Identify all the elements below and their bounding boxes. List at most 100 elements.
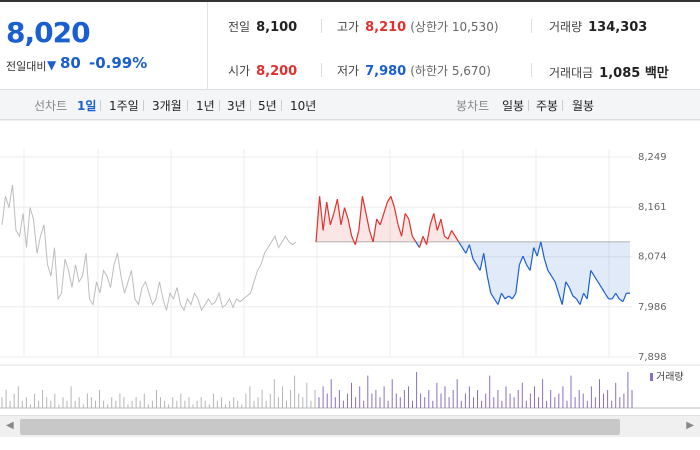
down-arrow-icon: ▼ — [47, 58, 57, 72]
y-axis: 8,249 8,161 8,074 7,986 7,898 — [638, 152, 667, 363]
chart-grid — [0, 120, 700, 409]
tab-1day[interactable]: 1일 — [77, 99, 97, 113]
price-segment — [611, 292, 617, 300]
stat-amount: 거래대금 1,085 백만 — [549, 62, 669, 81]
price-segment — [600, 287, 606, 294]
period-tabs: 선차트 1일 1주일 3개월 1년 3년 5년 10년 봉차트 일봉 주봉 월봉 — [0, 90, 700, 120]
price-segment — [583, 292, 588, 300]
price-segment — [315, 196, 321, 242]
price-segment — [493, 298, 499, 305]
price-segment — [433, 213, 438, 231]
change-label: 전일대비 — [6, 60, 47, 73]
y-tick-label: 7,986 — [638, 302, 667, 313]
price-segment — [590, 270, 595, 277]
price-segment — [461, 247, 467, 254]
today-series — [315, 195, 630, 305]
price-segment — [458, 241, 463, 248]
price-segment — [422, 235, 428, 245]
chart-scrollbar[interactable]: ◀ ▶ — [0, 415, 700, 437]
price-segment — [379, 213, 385, 225]
stat-value: 8,210 — [365, 20, 407, 35]
price-segment — [550, 275, 556, 283]
price-segment — [518, 255, 524, 265]
price-segment — [397, 224, 403, 237]
price-segment — [579, 293, 585, 305]
tab-10year[interactable]: 10년 — [290, 99, 317, 113]
price-segment — [408, 218, 413, 237]
price-segment — [343, 207, 349, 220]
price-segment — [401, 213, 406, 237]
price-segment — [476, 264, 481, 271]
price-segment — [372, 219, 378, 242]
stat-label: 전일 — [228, 20, 251, 34]
price-segment — [558, 293, 563, 305]
tab-daily-candle[interactable]: 일봉 — [502, 99, 525, 113]
prev-day-line — [1, 184, 297, 312]
price-segment — [572, 295, 577, 300]
divider — [250, 100, 251, 111]
price-segment — [547, 270, 553, 277]
price-segment — [622, 292, 627, 302]
scrollbar-thumb[interactable] — [20, 419, 620, 435]
scroll-left-icon[interactable]: ◀ — [6, 420, 14, 431]
price-segment — [418, 236, 424, 248]
y-tick-label: 8,074 — [638, 252, 667, 263]
stat-value: 7,980 — [365, 64, 407, 79]
price-box: 8,020 전일대비 ▼ 80 -0.99% — [0, 2, 208, 90]
tab-3year[interactable]: 3년 — [227, 99, 246, 113]
divider — [321, 19, 322, 33]
stat-value: 1,085 백만 — [599, 66, 669, 81]
tab-1week[interactable]: 1주일 — [109, 99, 139, 113]
price-segment — [351, 235, 356, 245]
divider — [219, 100, 220, 111]
price-segment — [436, 218, 442, 231]
volume-legend-swatch — [650, 373, 653, 381]
y-tick-label: 7,898 — [638, 352, 667, 363]
candle-chart-title: 봉차트 — [456, 99, 490, 113]
price-segment — [479, 253, 485, 271]
price-segment — [376, 218, 381, 226]
stat-label: 거래량 — [549, 20, 583, 34]
stat-label: 시가 — [228, 64, 251, 78]
stat-label: 거래대금 — [549, 66, 594, 80]
price-segment — [540, 241, 545, 260]
price-segment — [597, 281, 603, 288]
scroll-right-icon[interactable]: ▶ — [686, 420, 694, 431]
price-segment — [568, 287, 574, 297]
price-segment — [336, 199, 342, 225]
price-segment — [486, 275, 492, 294]
price-segment — [361, 196, 367, 214]
price-segment — [490, 292, 495, 300]
price-segment — [326, 201, 331, 225]
price-chart[interactable]: 8,249 8,161 8,074 7,986 7,898 거래량 — [0, 120, 700, 450]
divider — [531, 63, 532, 77]
price-segment — [525, 264, 531, 271]
tab-5year[interactable]: 5년 — [258, 99, 277, 113]
tab-weekly-candle[interactable]: 주봉 — [536, 99, 559, 113]
price-segment — [554, 281, 560, 294]
down-area — [316, 241, 630, 305]
price-segment — [347, 218, 353, 237]
line-chart-title: 선차트 — [34, 99, 68, 113]
tab-3month[interactable]: 3개월 — [152, 99, 182, 113]
price-segment — [515, 264, 520, 294]
price-segment — [454, 235, 460, 243]
y-tick-label: 8,161 — [638, 202, 667, 213]
price-segment — [575, 298, 581, 305]
stat-label: 고가 — [337, 20, 360, 34]
stat-value: 8,200 — [256, 64, 298, 79]
prev-day-series — [1, 184, 297, 312]
price-segment — [404, 213, 410, 220]
price-segment — [615, 292, 620, 300]
price-segment — [383, 201, 388, 214]
price-segment — [533, 247, 538, 257]
price-segment — [411, 235, 417, 243]
stat-volume: 거래량 134,303 — [549, 18, 647, 35]
upper-limit: (상한가 10,530) — [410, 20, 499, 34]
price-segment — [451, 230, 456, 237]
current-price: 8,020 — [6, 16, 91, 49]
tab-monthly-candle[interactable]: 월봉 — [572, 99, 595, 113]
divider — [100, 100, 101, 111]
tab-1year[interactable]: 1년 — [196, 99, 215, 113]
price-segment — [561, 281, 567, 305]
